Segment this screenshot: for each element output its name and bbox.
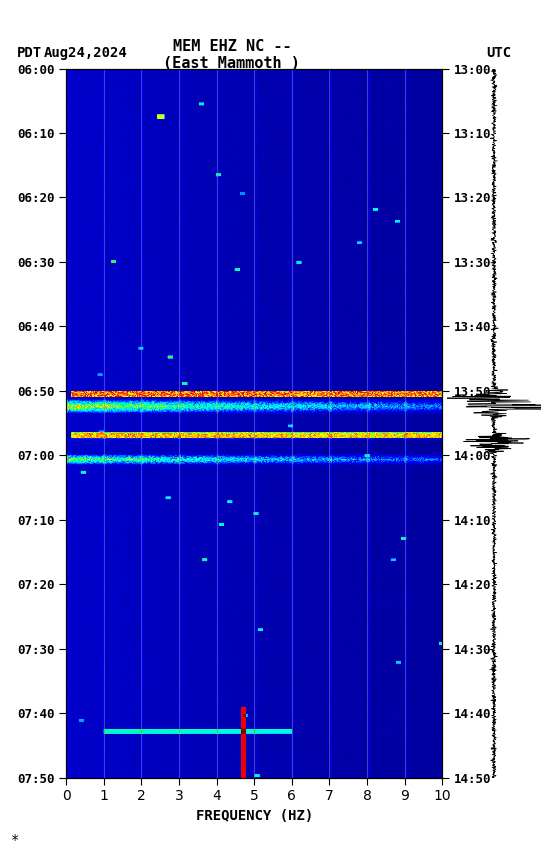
Text: PDT: PDT — [17, 46, 42, 60]
Text: Aug24,2024: Aug24,2024 — [44, 46, 128, 60]
Text: MEM EHZ NC --: MEM EHZ NC -- — [173, 39, 291, 54]
Text: *: * — [11, 833, 19, 847]
X-axis label: FREQUENCY (HZ): FREQUENCY (HZ) — [195, 809, 313, 823]
Text: UTC: UTC — [486, 46, 511, 60]
Text: (East Mammoth ): (East Mammoth ) — [163, 56, 300, 71]
